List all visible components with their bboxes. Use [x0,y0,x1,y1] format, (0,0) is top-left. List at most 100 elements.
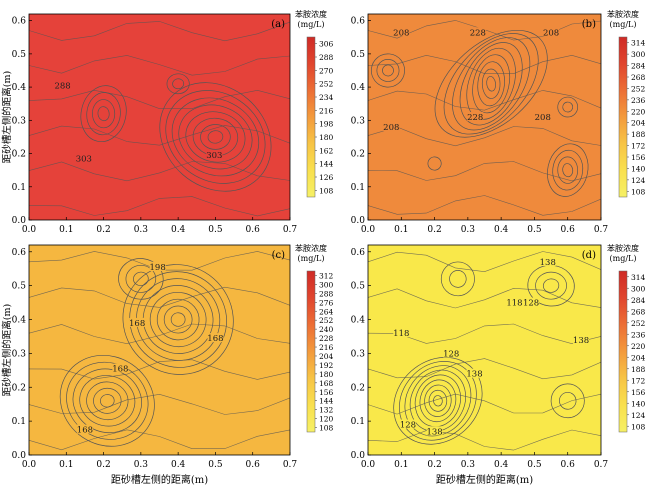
colorbar-tick-label: 284 [631,296,646,305]
panel-label: (b) [582,19,596,30]
colorbar-tick-label: 144 [319,160,334,169]
colorbar-tick-label: 236 [631,96,646,105]
y-tick-label: 0.5 [12,282,27,292]
contour-line [368,287,601,309]
y-tick-label: 0.0 [12,451,27,461]
panel-label: (d) [582,250,596,261]
y-tick-label: 0.4 [351,83,366,93]
colorbar-tick-label: 264 [319,307,334,316]
y-tick-label: 0.5 [351,282,366,292]
colorbar-tick-label: 120 [319,415,334,424]
contour-label-bg [506,297,523,307]
contour-line [443,33,539,135]
y-tick-label: 0.6 [351,17,366,27]
plot-frame [367,244,602,456]
contour-line [427,156,442,171]
contour-line [550,383,585,419]
x-tick-label: 0.5 [208,460,223,470]
y-tick-label: 0.6 [12,248,27,258]
contour-label: 303 [206,151,222,161]
y-tick-label: 0.2 [12,150,26,160]
contour-label: 138 [573,336,589,346]
contour-line [477,61,505,107]
y-axis-label: 距砂槽左侧的距离(m) [1,304,13,396]
colorbar-tick-label: 144 [319,397,334,406]
contour-lines [29,21,290,217]
contour-label-bg [112,363,129,373]
contour-label: 168 [77,426,93,436]
y-tick-label: 0.0 [351,216,366,226]
colorbar-tick-label: 314 [631,39,646,48]
colorbar-tick-label: 140 [631,399,646,408]
colorbar-tick-label: 168 [319,379,334,388]
colorbar-tick-label: 156 [319,388,334,397]
contour-line [29,393,290,415]
contour-label-bg [426,426,443,436]
contour-line [481,68,501,99]
contour-line [29,359,290,380]
contour-line [93,387,122,414]
colorbar-tick-label: 228 [319,334,334,343]
x-tick-label: 0.2 [96,225,110,235]
contour-line [376,59,400,82]
contour-label-bg [393,27,410,37]
contour-line [414,374,461,428]
contour-line [552,149,584,191]
colorbar: 苯胺浓度(mg/L) 314 300 284 268 252 236 220 204 188 172… [607,9,646,198]
y-tick-label: 0.4 [351,316,366,326]
x-tick-label: 0.7 [283,225,298,235]
contour-line [535,271,567,300]
contour-label-bg [54,80,71,90]
y-tick-label: 0.1 [351,183,365,193]
contour-lines [29,251,290,451]
colorbar-tick-label: 108 [631,187,646,196]
contour-line [29,161,290,182]
contour-line [368,358,601,380]
x-tick-label: 0.5 [527,460,542,470]
contour-line [433,395,443,407]
contour-line [29,196,290,217]
contour-label-bg [393,328,410,338]
colorbar: 苯胺浓度(mg/L) 312300288276264252240228216204… [295,243,334,433]
colorbar-tick-label: 216 [319,343,334,352]
colorbar-unit: (mg/L) [610,254,637,263]
x-tick-label: 0.6 [246,460,261,470]
colorbar-tick-label: 156 [631,388,646,397]
colorbar-tick-label: 204 [631,353,646,362]
colorbar-tick-label: 140 [631,164,646,173]
contour-line [449,270,467,288]
contour-line [440,261,475,297]
y-tick-label: 0.5 [12,50,27,60]
plot-area [29,14,290,220]
x-tick-label: 0.2 [96,460,110,470]
colorbar-unit: (mg/L) [298,254,325,263]
x-tick-label: 0.7 [594,225,609,235]
contour-line [166,73,190,95]
contour-label-bg [543,27,560,37]
contour-line [486,76,497,92]
contour-label-bg [523,297,540,307]
panel-label: (a) [271,19,285,30]
contour-line [29,323,290,345]
x-tick-label: 0.4 [171,460,186,470]
plot-area [368,14,601,220]
contour-line [368,429,601,451]
contour-line [368,251,601,273]
colorbar-tick-label: 288 [319,53,334,62]
contour-line [419,379,457,423]
contour-line [547,143,589,197]
x-tick-label: 0.6 [561,225,576,235]
colorbar-tick-label: 220 [631,107,646,116]
y-tick-label: 0.0 [12,216,27,226]
colorbar-tick-label: 108 [319,186,334,195]
x-tick-label: 0.7 [283,460,298,470]
contour-line [370,53,405,88]
colorbar-title: 苯胺浓度 [607,243,639,253]
colorbar-unit: (mg/L) [610,20,637,29]
panel-b: 208 228 208 208 228 208 (b) 0.0 0.1 0.2 0.3 0.4 0.5 0… [351,9,646,235]
colorbar-tick-label: 268 [631,307,646,316]
colorbar-tick-label: 236 [631,330,646,339]
contour-line [29,286,290,308]
contour-lines [368,251,601,451]
